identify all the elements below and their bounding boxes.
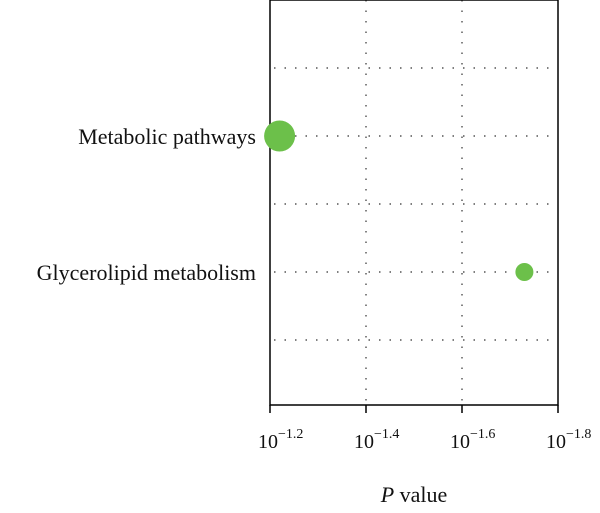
x-axis-title: P value bbox=[380, 482, 448, 507]
category-labels: Metabolic pathways Glycerolipid metabolis… bbox=[37, 124, 256, 285]
data-point bbox=[264, 120, 296, 152]
x-tick-label: 10−1.4 bbox=[354, 427, 399, 453]
x-tick-label: 10−1.2 bbox=[258, 427, 303, 453]
data-point bbox=[515, 263, 534, 281]
grid-lines bbox=[274, 0, 558, 405]
plot-frame bbox=[269, 0, 559, 406]
category-label: Metabolic pathways bbox=[78, 124, 256, 149]
data-points bbox=[264, 120, 534, 281]
x-axis-ticks: 10−1.2 10−1.4 10−1.6 10−1.8 bbox=[258, 405, 591, 453]
category-label: Glycerolipid metabolism bbox=[37, 260, 256, 285]
x-tick-label: 10−1.6 bbox=[450, 427, 495, 453]
x-tick-label: 10−1.8 bbox=[546, 427, 591, 453]
